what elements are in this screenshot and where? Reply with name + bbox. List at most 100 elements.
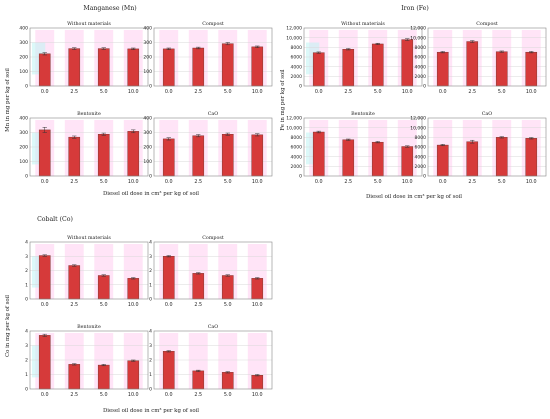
panel-frame [427, 27, 547, 87]
x-tick-label: 0.0 [439, 179, 447, 185]
bar [162, 48, 175, 87]
y-tick-label: 4 [25, 329, 28, 335]
panel-frame [153, 330, 273, 390]
bar [525, 138, 538, 177]
bar [221, 275, 234, 300]
y-tick-label: 0 [149, 297, 152, 303]
panel-title: CaO [208, 111, 219, 117]
y-tick-label: 8000 [415, 135, 427, 141]
x-tick-label: 2.5 [70, 392, 78, 398]
x-tick-label: 10.0 [252, 89, 263, 95]
y-tick-label: 0 [423, 84, 426, 90]
y-tick-label: 10,000 [410, 35, 426, 41]
panel-title: Compost [476, 21, 498, 27]
y-tick-label: 0 [25, 174, 28, 180]
y-axis-label: Co in mg per kg of soil [5, 295, 11, 357]
x-tick-label: 0.0 [439, 89, 447, 95]
bar [127, 48, 140, 87]
y-tick-label: 100 [143, 69, 152, 75]
bar [68, 48, 81, 87]
x-tick-label: 10.0 [526, 179, 537, 185]
y-tick-label: 4 [149, 240, 152, 246]
x-tick-label: 10.0 [128, 302, 139, 308]
y-tick-label: 1 [149, 372, 152, 378]
y-tick-label: 1 [149, 282, 152, 288]
panel-mn-2: Bentonite 0 100 200 300 400 0.0 2.5 5.0 10.0 [19, 111, 149, 185]
x-tick-label: 5.0 [100, 392, 108, 398]
y-tick-label: 6000 [415, 55, 427, 61]
panel-frame [29, 241, 149, 300]
x-tick-label: 5.0 [100, 179, 108, 185]
y-tick-label: 8000 [415, 45, 427, 51]
x-tick-label: 2.5 [194, 179, 202, 185]
y-tick-label: 0 [299, 84, 302, 90]
panel-title: Bentonite [77, 111, 101, 117]
bar [221, 134, 234, 177]
panel-frame [29, 27, 149, 87]
panel-co-2: Bentonite 0 1 2 3 4 0.0 2.5 5.0 10.0 [25, 324, 149, 398]
x-tick-label: 10.0 [128, 392, 139, 398]
bar [251, 134, 264, 177]
y-tick-label: 0 [149, 387, 152, 393]
y-tick-label: 3 [149, 343, 152, 349]
panel-title: Compost [202, 235, 224, 241]
panel-title: Without materials [341, 21, 385, 27]
y-tick-label: 400 [19, 116, 28, 122]
y-tick-label: 10,000 [410, 125, 426, 131]
panel-frame [153, 117, 273, 177]
bar [312, 131, 325, 177]
bar [38, 129, 51, 177]
panel-title: Without materials [67, 235, 111, 241]
bar [38, 53, 51, 87]
y-tick-label: 100 [19, 69, 28, 75]
y-tick-label: 3 [149, 254, 152, 260]
bar [97, 364, 110, 390]
y-axis-label: Fe in mg per kg of soil [280, 69, 286, 131]
y-tick-label: 300 [19, 40, 28, 46]
panel-title: Without materials [67, 21, 111, 27]
y-tick-label: 12,000 [410, 116, 426, 122]
x-tick-label: 0.0 [315, 179, 323, 185]
panel-frame [29, 117, 149, 177]
x-tick-label: 5.0 [224, 179, 232, 185]
bar [38, 335, 51, 390]
y-tick-label: 0 [25, 387, 28, 393]
bar [162, 138, 175, 177]
y-tick-label: 0 [423, 174, 426, 180]
x-tick-label: 10.0 [252, 392, 263, 398]
y-tick-label: 8000 [291, 135, 303, 141]
bar [221, 372, 234, 390]
panel-co-1: Compost 0 1 2 3 4 0.0 2.5 5.0 10.0 [149, 235, 273, 308]
x-tick-label: 0.0 [41, 302, 49, 308]
x-tick-label: 10.0 [128, 89, 139, 95]
y-tick-label: 300 [143, 40, 152, 46]
bar [97, 48, 110, 87]
panel-mn-3: CaO 0 100 200 300 400 0.0 2.5 5.0 10.0 [143, 111, 273, 185]
y-tick-label: 10,000 [286, 125, 302, 131]
panel-fe-1: Compost 0 2000 4000 6000 8000 10,000 12,000 0.0 2… [410, 21, 547, 95]
chart-mn: Manganese (Mn) Mn in mg per kg of soil Die… [5, 5, 273, 197]
y-tick-label: 0 [299, 174, 302, 180]
panel-co-0: Without materials 0 1 2 3 4 0.0 2.5 5.0 10.0 [25, 235, 149, 308]
bar [192, 47, 205, 87]
x-tick-label: 2.5 [194, 302, 202, 308]
panel-fe-0: Without materials 0 2000 4000 6000 8000 10,000… [286, 21, 423, 95]
y-tick-label: 2000 [415, 74, 427, 80]
panel-fe-3: CaO 0 2000 4000 6000 8000 10,000 12,000 0.0 2.5 5.… [410, 111, 547, 185]
x-axis-label: Diesel oil dose in cm³ per kg of soil [103, 407, 199, 414]
y-tick-label: 4000 [291, 154, 303, 160]
x-tick-label: 2.5 [468, 89, 476, 95]
y-tick-label: 100 [143, 159, 152, 165]
chart-title: Iron (Fe) [401, 5, 429, 12]
panel-co-3: CaO 0 1 2 3 4 0.0 2.5 5.0 10.0 [149, 324, 273, 398]
bar [127, 360, 140, 390]
bar [342, 49, 355, 87]
x-tick-label: 5.0 [224, 302, 232, 308]
x-tick-label: 10.0 [526, 89, 537, 95]
y-tick-label: 300 [143, 130, 152, 136]
bar [401, 39, 414, 87]
x-tick-label: 10.0 [402, 89, 413, 95]
y-tick-label: 2000 [291, 164, 303, 170]
